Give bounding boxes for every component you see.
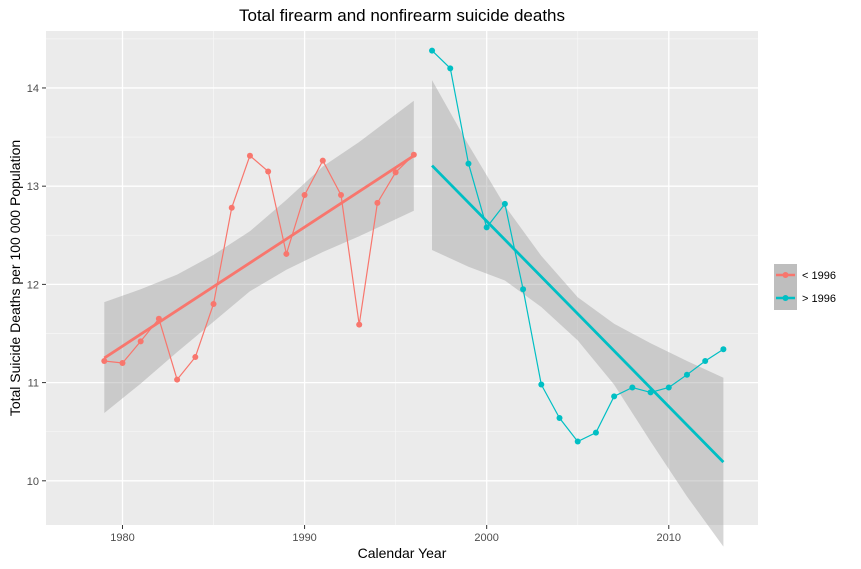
data-point-after-1996 bbox=[647, 389, 654, 396]
panel-background bbox=[46, 31, 758, 525]
data-point-after-1996 bbox=[611, 393, 618, 400]
data-point-before-1996 bbox=[210, 301, 217, 308]
data-point-before-1996 bbox=[155, 315, 162, 322]
plot-panel bbox=[46, 31, 758, 547]
data-point-before-1996 bbox=[301, 192, 308, 199]
data-point-before-1996 bbox=[283, 250, 290, 257]
minor-gridlines bbox=[46, 31, 758, 525]
data-point-before-1996 bbox=[174, 376, 181, 383]
legend-key-point bbox=[782, 295, 789, 301]
data-point-before-1996 bbox=[246, 152, 253, 159]
data-point-after-1996 bbox=[520, 286, 527, 293]
data-point-after-1996 bbox=[447, 65, 454, 72]
x-tick-label: 1980 bbox=[110, 532, 134, 544]
x-tick-label: 2010 bbox=[657, 532, 681, 544]
data-point-after-1996 bbox=[465, 160, 472, 167]
y-tick-label: 10 bbox=[27, 476, 39, 488]
data-point-after-1996 bbox=[629, 384, 636, 391]
y-tick-label: 14 bbox=[27, 83, 39, 95]
legend: < 1996 > 1996 bbox=[774, 264, 836, 310]
trend-line-after-1996 bbox=[431, 164, 725, 464]
data-point-before-1996 bbox=[374, 199, 381, 206]
data-point-before-1996 bbox=[356, 321, 363, 328]
y-tick-label: 12 bbox=[27, 279, 39, 291]
data-point-before-1996 bbox=[319, 157, 326, 164]
series-line-before-1996 bbox=[104, 154, 415, 381]
legend-label-after-1996: > 1996 bbox=[802, 293, 836, 305]
legend-key-point bbox=[782, 272, 789, 278]
y-axis-title: Total Suicide Deaths per 100 000 Populat… bbox=[7, 140, 23, 416]
data-point-after-1996 bbox=[574, 438, 581, 445]
data-point-after-1996 bbox=[683, 371, 690, 378]
data-point-after-1996 bbox=[538, 381, 545, 388]
major-gridlines bbox=[46, 31, 758, 525]
legend-label-before-1996: < 1996 bbox=[802, 270, 836, 282]
data-point-after-1996 bbox=[665, 384, 672, 391]
data-point-after-1996 bbox=[483, 224, 490, 231]
data-points bbox=[101, 47, 727, 445]
data-point-before-1996 bbox=[119, 359, 126, 366]
x-tick-label: 2000 bbox=[474, 532, 498, 544]
data-point-before-1996 bbox=[392, 169, 399, 176]
data-point-after-1996 bbox=[556, 414, 563, 421]
data-point-before-1996 bbox=[137, 338, 144, 345]
chart-title: Total firearm and nonfirearm suicide dea… bbox=[239, 6, 565, 25]
x-tick-label: 1990 bbox=[292, 532, 316, 544]
y-tick-label: 13 bbox=[27, 181, 39, 193]
trend-line-before-1996 bbox=[103, 154, 415, 360]
data-point-after-1996 bbox=[592, 429, 599, 436]
data-point-before-1996 bbox=[410, 151, 417, 158]
data-point-before-1996 bbox=[265, 168, 272, 175]
data-point-before-1996 bbox=[101, 357, 108, 364]
data-point-after-1996 bbox=[501, 200, 508, 207]
x-axis-title: Calendar Year bbox=[358, 545, 447, 561]
data-point-after-1996 bbox=[720, 346, 727, 353]
data-point-after-1996 bbox=[702, 357, 709, 364]
data-point-before-1996 bbox=[192, 354, 199, 361]
data-point-before-1996 bbox=[337, 192, 344, 199]
trend-lines bbox=[103, 154, 725, 464]
data-point-before-1996 bbox=[228, 204, 235, 211]
y-tick-label: 11 bbox=[28, 378, 39, 390]
data-point-after-1996 bbox=[429, 47, 436, 54]
